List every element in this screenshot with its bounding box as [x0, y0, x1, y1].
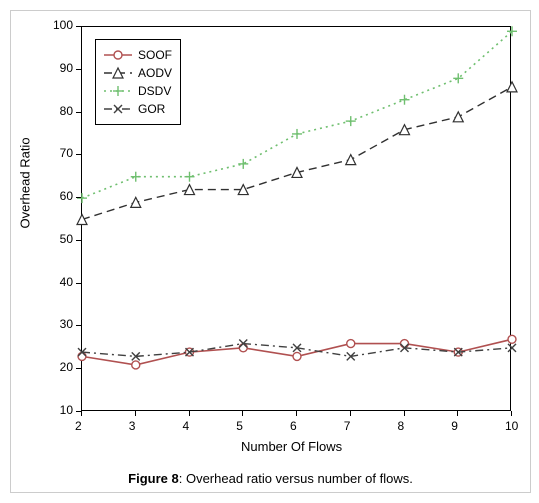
caption-text: : Overhead ratio versus number of flows. [179, 471, 413, 486]
legend: SOOF AODV DSDV GOR [95, 39, 181, 125]
x-tick-mark [135, 411, 136, 416]
legend-label: SOOF [138, 48, 172, 62]
x-tick-label: 7 [344, 419, 351, 433]
x-tick-mark [242, 411, 243, 416]
x-tick-label: 3 [129, 419, 136, 433]
y-tick-mark [76, 112, 81, 113]
legend-label: GOR [138, 102, 165, 116]
y-tick-mark [76, 154, 81, 155]
legend-swatch [104, 66, 132, 80]
legend-swatch [104, 84, 132, 98]
figure-caption: Figure 8: Overhead ratio versus number o… [11, 471, 530, 486]
x-tick-label: 4 [183, 419, 190, 433]
legend-item-soof: SOOF [104, 46, 172, 64]
y-tick-label: 30 [60, 317, 73, 331]
x-tick-label: 6 [290, 419, 297, 433]
y-tick-label: 80 [60, 104, 73, 118]
y-tick-label: 60 [60, 189, 73, 203]
x-tick-mark [457, 411, 458, 416]
legend-label: DSDV [138, 84, 171, 98]
x-tick-label: 9 [451, 419, 458, 433]
x-tick-mark [511, 411, 512, 416]
y-tick-mark [76, 197, 81, 198]
y-tick-mark [76, 240, 81, 241]
y-axis-label: Overhead Ratio [18, 208, 33, 228]
y-tick-mark [76, 368, 81, 369]
x-tick-label: 10 [505, 419, 518, 433]
y-tick-mark [76, 283, 81, 284]
x-tick-label: 2 [75, 419, 82, 433]
y-tick-label: 20 [60, 360, 73, 374]
y-tick-label: 10 [60, 403, 73, 417]
x-tick-mark [350, 411, 351, 416]
legend-item-aodv: AODV [104, 64, 172, 82]
series-markers-soof [78, 335, 516, 369]
x-tick-mark [404, 411, 405, 416]
y-tick-label: 50 [60, 232, 73, 246]
y-tick-mark [76, 69, 81, 70]
caption-prefix: Figure 8 [128, 471, 179, 486]
y-tick-label: 90 [60, 61, 73, 75]
legend-item-gor: GOR [104, 100, 172, 118]
chart-container: SOOF AODV DSDV GOR Overhead Ratio Number Of… [10, 10, 531, 493]
x-tick-label: 5 [236, 419, 243, 433]
y-tick-mark [76, 26, 81, 27]
x-axis-label: Number Of Flows [241, 439, 342, 454]
y-tick-mark [76, 325, 81, 326]
legend-item-dsdv: DSDV [104, 82, 172, 100]
x-tick-mark [189, 411, 190, 416]
x-tick-mark [296, 411, 297, 416]
legend-swatch [104, 48, 132, 62]
x-tick-mark [81, 411, 82, 416]
y-tick-label: 40 [60, 275, 73, 289]
y-tick-label: 70 [60, 146, 73, 160]
y-tick-label: 100 [53, 18, 73, 32]
x-tick-label: 8 [398, 419, 405, 433]
legend-swatch [104, 102, 132, 116]
legend-label: AODV [138, 66, 172, 80]
